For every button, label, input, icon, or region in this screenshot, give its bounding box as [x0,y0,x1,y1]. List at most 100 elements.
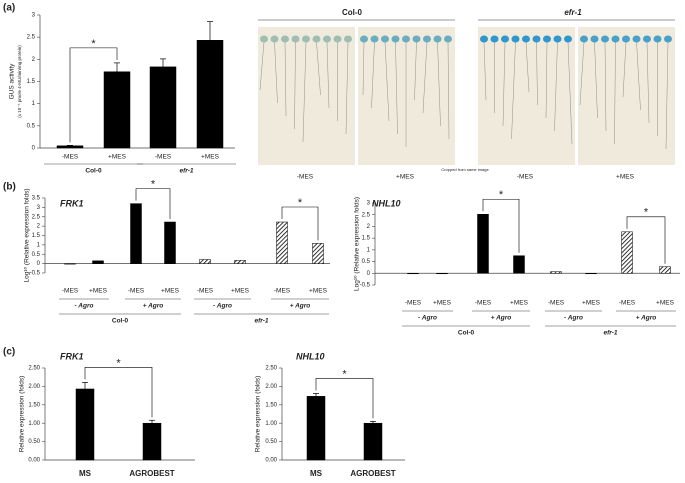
significance-label: * [499,189,504,201]
y-tick-label: 0.00 [28,458,40,464]
root [636,41,641,111]
bar [659,266,671,274]
bar [199,259,211,264]
bar [276,221,288,264]
cotyledon [370,35,379,43]
root [545,41,548,119]
root [294,41,296,130]
y-tick-label: 2.50 [28,366,40,372]
root [614,41,616,145]
x-tick-label: +MES [108,154,127,161]
root [536,41,538,106]
bar [234,260,246,264]
bar [142,422,162,461]
root [259,41,265,91]
cotyledon [323,35,331,43]
root [274,41,278,104]
cotyledon [260,35,268,43]
group-label: Col-0 [85,168,102,175]
group-label: - Agro [75,303,94,310]
root [326,41,330,109]
significance-bracket [482,198,520,253]
y-axis-label: Relative expression (folds) [19,376,26,453]
y-tick-label: -0.5 [360,283,371,289]
x-tick-label: -MES [405,300,422,307]
y-tick-label: 2 [367,224,371,230]
bar [149,66,177,149]
group-label: efr-1 [603,330,617,337]
bar [130,203,142,264]
significance-bracket [135,188,171,219]
y-axis-label: Log¹⁰ (Relative expression folds) [24,188,31,282]
cotyledon [522,35,530,43]
x-tick-label: +MES [656,300,675,307]
group-label: efr-1 [179,168,193,175]
group-label: Col-0 [112,318,129,325]
y-tick-label: 0 [32,146,36,152]
cotyledon [302,35,310,43]
chart-title: NHL10 [296,351,325,361]
cotyledon [543,35,551,43]
x-tick-label: +MES [309,288,328,295]
chart-title: NHL10 [372,198,401,208]
group-label: Col-0 [458,330,475,337]
significance-bracket [69,47,118,143]
root [345,41,349,135]
bar [477,213,489,274]
cotyledon [281,35,289,43]
x-tick-label: -MES [155,154,172,161]
photo-title: efr-1 [564,8,582,17]
cotyledon [360,35,368,43]
significance-label: * [644,207,649,219]
bar [312,243,324,264]
group-label: - Agro [418,315,437,322]
cotyledon [622,35,630,43]
root [422,41,428,114]
x-tick-label: -MES [619,300,636,307]
cotyledon [480,35,488,43]
cotyledon [580,35,588,43]
bar [363,422,383,461]
y-tick-label: 0 [37,261,41,267]
x-tick-label: -MES [197,288,214,295]
cotyledon [601,35,609,43]
bar [64,263,76,265]
cotyledon [653,35,662,43]
bar [550,271,562,274]
y-axis-label: (x 10⁻⁵ pmole 4-MU/min/mg protein) [17,45,22,118]
bar [306,396,326,461]
x-tick-label: +MES [161,288,180,295]
y-tick-label: 3 [37,205,41,211]
root [395,41,398,135]
significance-label: * [298,197,303,209]
photo-panel: Col-0 efr-1 -MES +MES -MES +MES Cropped … [258,8,675,181]
y-axis-label: Log¹⁰ (Relative expression folds) [354,197,361,291]
x-tick-label: AGROBEST [350,469,395,478]
root [604,41,607,132]
cotyledon [643,35,651,43]
cotyledon [553,35,562,43]
x-tick-label: +MES [510,300,529,307]
x-tick-label: -MES [548,300,565,307]
chart-title: FRK1 [60,351,84,361]
chart-title: FRK1 [60,198,84,208]
y-tick-label: 1 [367,247,371,253]
y-tick-label: 2 [32,57,36,63]
significance-bracket [315,378,374,419]
root [502,41,506,127]
x-tick-label: -MES [62,154,79,161]
photo-label: +MES [396,174,415,181]
cotyledon [270,35,279,43]
root [316,41,321,96]
root [437,41,441,127]
cotyledon [490,35,499,43]
photo-title: Col-0 [342,8,363,17]
y-tick-label: 0 [367,271,371,277]
group-label: - Agro [564,315,583,322]
bar [164,221,176,264]
cotyledon [444,35,452,43]
y-tick-label: 1.00 [28,421,40,427]
photo [578,27,675,165]
x-tick-label: +MES [231,288,250,295]
